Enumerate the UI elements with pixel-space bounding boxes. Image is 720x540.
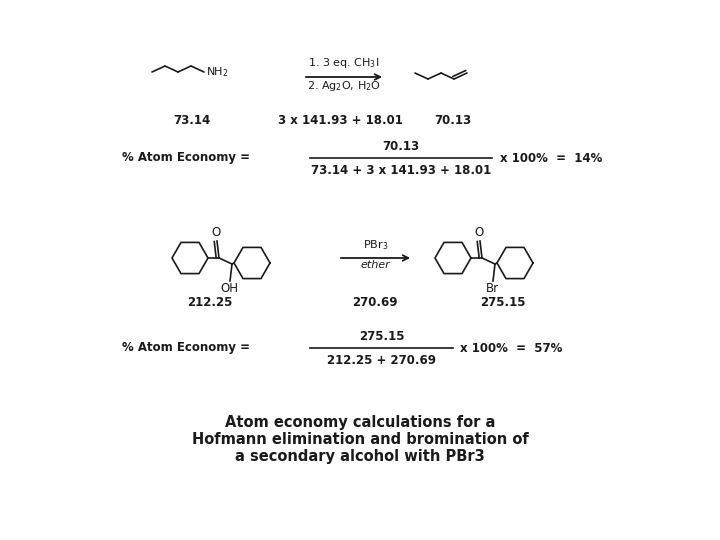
Text: O: O	[474, 226, 484, 240]
Text: % Atom Economy =: % Atom Economy =	[122, 341, 250, 354]
Text: PBr$_3$: PBr$_3$	[363, 238, 388, 252]
Text: 270.69: 270.69	[352, 295, 397, 308]
Text: 70.13: 70.13	[382, 140, 420, 153]
Text: a secondary alcohol with PBr3: a secondary alcohol with PBr3	[235, 449, 485, 464]
Text: 1. 3 eq. CH$_3$I: 1. 3 eq. CH$_3$I	[308, 56, 379, 70]
Text: 275.15: 275.15	[359, 330, 404, 343]
Text: Br: Br	[485, 282, 498, 295]
Text: 212.25 + 270.69: 212.25 + 270.69	[327, 354, 436, 367]
Text: 212.25: 212.25	[187, 295, 233, 308]
Text: Atom economy calculations for a: Atom economy calculations for a	[225, 415, 495, 430]
Text: x 100%  =  57%: x 100% = 57%	[460, 341, 562, 354]
Text: 70.13: 70.13	[434, 113, 472, 126]
Text: NH$_2$: NH$_2$	[206, 65, 228, 79]
Text: 3 x 141.93 + 18.01: 3 x 141.93 + 18.01	[278, 113, 402, 126]
Text: 73.14 + 3 x 141.93 + 18.01: 73.14 + 3 x 141.93 + 18.01	[311, 164, 491, 177]
Text: 73.14: 73.14	[174, 113, 211, 126]
Text: OH: OH	[220, 282, 238, 295]
Text: ether: ether	[361, 260, 390, 270]
Text: x 100%  =  14%: x 100% = 14%	[500, 152, 603, 165]
Text: Hofmann elimination and bromination of: Hofmann elimination and bromination of	[192, 433, 528, 448]
Text: O: O	[212, 226, 220, 240]
Text: 2. Ag$_2$O, H$_2$O: 2. Ag$_2$O, H$_2$O	[307, 79, 381, 93]
Text: % Atom Economy =: % Atom Economy =	[122, 152, 250, 165]
Text: 275.15: 275.15	[480, 295, 526, 308]
